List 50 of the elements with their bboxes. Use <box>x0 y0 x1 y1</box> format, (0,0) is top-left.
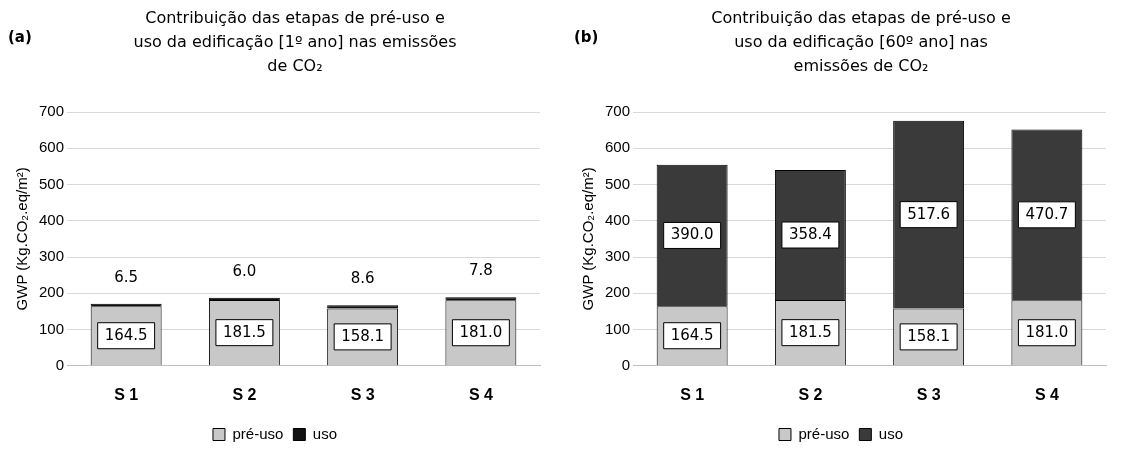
data-label: 164.5 <box>104 325 148 344</box>
data-label: 6.5 <box>114 267 139 286</box>
text: (a) <box>8 28 32 46</box>
y-tick-label: 600 <box>605 138 631 156</box>
legend-label: uso <box>878 424 904 442</box>
y-tick-label: 300 <box>39 247 65 265</box>
y-tick-label: 300 <box>605 247 631 265</box>
y-axis-title: GWP (Kg.CO₂.eq/m²) <box>13 167 31 311</box>
y-tick-label: 100 <box>39 319 65 337</box>
y-axis-title: GWP (Kg.CO₂.eq/m²) <box>579 167 597 311</box>
x-tick-label: S 2 <box>798 385 823 403</box>
y-tick-label: 0 <box>55 355 65 373</box>
y-tick-label: 200 <box>39 283 65 301</box>
y-tick-label: 600 <box>39 138 65 156</box>
data-label: 470.7 <box>1025 204 1069 223</box>
data-label: 181.5 <box>222 322 266 341</box>
legend-label: pré-uso <box>798 424 850 442</box>
y-tick-label: 400 <box>39 210 65 228</box>
x-tick-label: S 2 <box>232 385 257 403</box>
legend-label: uso <box>312 424 338 442</box>
data-label: 517.6 <box>907 204 951 223</box>
y-tick-label: 400 <box>605 210 631 228</box>
data-label: 8.6 <box>350 269 375 288</box>
chart-title: Contribuição das etapas de pré-uso e uso da edificação [60º ano] nas emissões de CO₂ <box>710 7 1012 77</box>
x-tick-label: S 3 <box>916 385 941 403</box>
data-label: 181.0 <box>459 322 503 341</box>
data-label: 158.1 <box>907 326 951 345</box>
x-tick-label: S 1 <box>680 385 705 403</box>
y-tick-label: 100 <box>605 319 631 337</box>
data-label: 158.1 <box>341 326 385 345</box>
x-tick-label: S 4 <box>468 385 493 403</box>
data-label: 181.0 <box>1025 322 1069 341</box>
data-label: 6.0 <box>232 261 257 280</box>
x-tick-label: S 3 <box>350 385 375 403</box>
y-tick-label: 700 <box>605 102 631 120</box>
data-label: 390.0 <box>670 225 714 244</box>
data-label: 164.5 <box>670 325 714 344</box>
data-label: 358.4 <box>788 224 832 243</box>
y-tick-label: 0 <box>621 355 631 373</box>
y-tick-label: 700 <box>39 102 65 120</box>
x-tick-label: S 4 <box>1034 385 1059 403</box>
y-tick-label: 500 <box>39 174 65 192</box>
legend-label: pré-uso <box>232 424 284 442</box>
chart-title: Contribuição das etapas de pré-uso e uso da edificação [1º ano] nas emissões de CO₂ <box>132 7 458 77</box>
text: (b) <box>574 28 599 46</box>
y-tick-label: 500 <box>605 174 631 192</box>
data-label: 7.8 <box>468 261 493 280</box>
data-label: 181.5 <box>788 322 832 341</box>
y-tick-label: 200 <box>605 283 631 301</box>
x-tick-label: S 1 <box>114 385 139 403</box>
